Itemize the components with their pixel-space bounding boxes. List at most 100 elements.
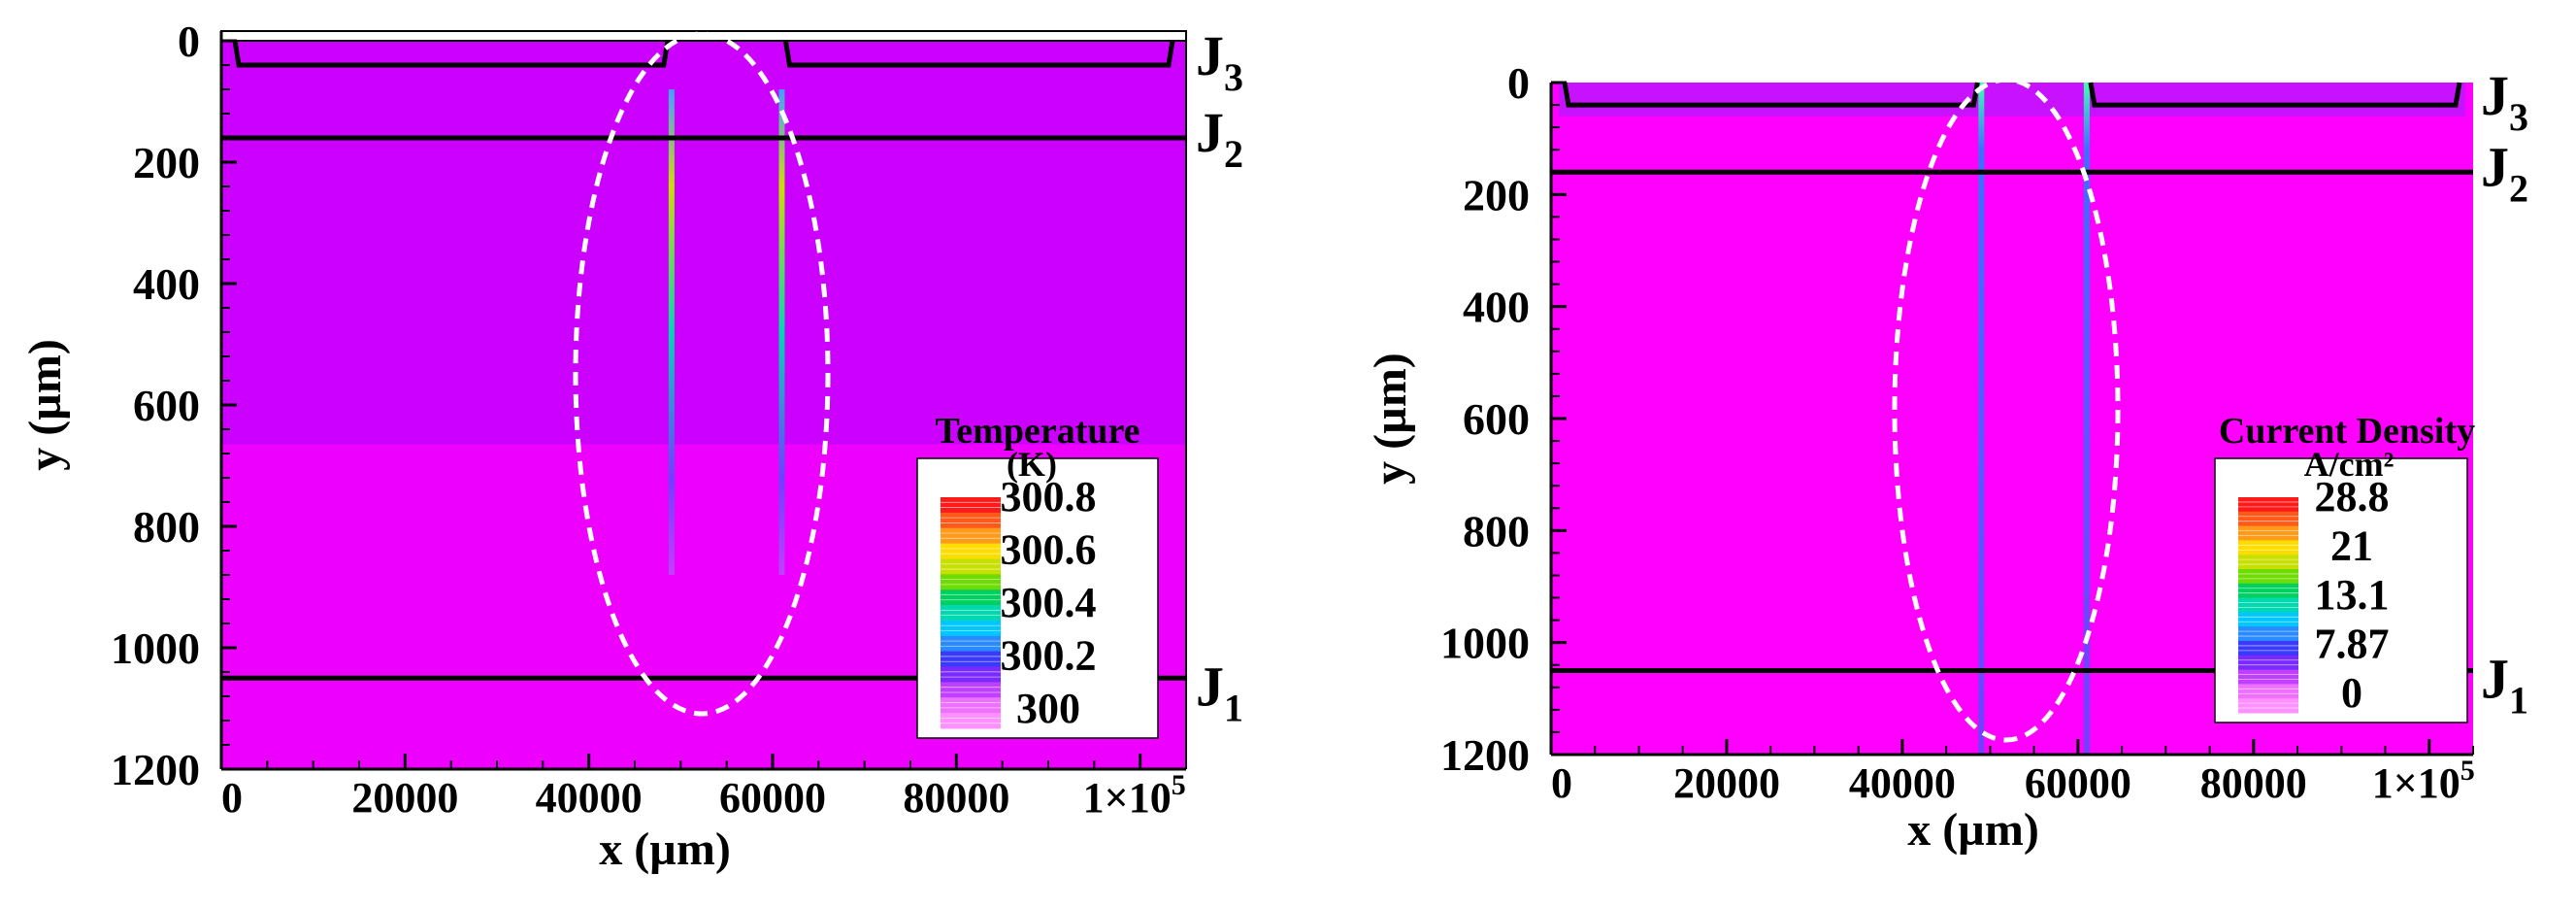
legend-level-label: 300 [1016,685,1080,732]
y-axis-title: y (µm) [19,339,71,471]
junction-j3-left-segment [232,40,671,68]
highlight-ellipse [1892,77,2121,743]
legend-color-band [941,635,1001,653]
y-tick-label: 0 [178,17,200,66]
y-tick-label: 800 [133,502,200,552]
legend-level-label: 300.4 [1001,579,1097,626]
junction-letter: J [2481,135,2509,198]
x-tick-mantissa: 1×10 [2372,759,2460,807]
x-tick-label: 1×105 [2372,755,2475,807]
x-tick-label: 80000 [903,774,1009,822]
x-tick-mantissa: 1×10 [1083,774,1172,822]
x-tick-exponent: 5 [2460,755,2475,787]
trench-line-1 [668,89,675,575]
top-border [220,30,1187,42]
x-axis-title: x (µm) [599,824,731,875]
trench-line-2 [2083,83,2090,755]
legend-color-band [2238,525,2298,541]
y-tick-label: 0 [1507,58,1530,108]
highlight-ellipse [573,31,831,717]
legend-color-band [941,605,1001,622]
current-density-chart-panel: J3 J2 J1 0 200 400 600 800 1000 1200 0 20000 40000 60… [1291,0,2576,903]
legend-color-band [2238,698,2298,714]
y-tick-label: 400 [1463,283,1530,332]
legend-title: Current Density [2219,411,2475,452]
legend-color-band [2238,540,2298,555]
y-tick-label: 1200 [111,745,200,794]
legend-level-label: 7.87 [2315,621,2390,668]
legend-title: Temperature [935,411,1139,452]
legend-color-band [941,527,1001,545]
trench-line-1 [1978,83,1985,755]
junction-letter: J [2481,648,2509,711]
junction-label-j2: J2 [2481,135,2528,210]
junction-subscript: 2 [2509,166,2528,210]
x-tick-exponent: 5 [1172,769,1186,801]
x-tick-label: 0 [1551,759,1572,807]
x-axis-title: x (µm) [1907,804,2039,856]
y-tick-label: 1000 [111,623,200,673]
legend-color-band [941,497,1001,514]
junction-label-j2: J2 [1196,101,1243,176]
legend-level-label: 300.2 [1001,632,1097,680]
legend-color-band [2238,669,2298,685]
y-axis-title: y (µm) [1365,353,1416,485]
junction-label-j3: J3 [2481,64,2528,139]
junction-letter: J [1196,24,1224,87]
y-tick-label: 200 [133,138,200,187]
trench-line-2 [778,89,785,575]
x-tick-label: 80000 [2200,759,2307,807]
y-tick-label: 600 [133,381,200,430]
legend-unit: (K) [1007,445,1057,484]
legend-color-band [2238,511,2298,527]
junction-subscript: 3 [2509,95,2528,139]
y-tick-label: 400 [133,259,200,309]
legend-level-label: 28.8 [2315,473,2390,521]
x-tick-label: 0 [221,774,243,822]
legend-level-label: 21 [2330,522,2373,570]
x-tick-label: 1×105 [1083,769,1186,822]
surface-current-band [1559,83,2465,117]
legend-color-band [941,697,1001,714]
legend-color-band [2238,569,2298,585]
legend-color-band [941,512,1001,529]
y-tick-label: 600 [1463,394,1530,444]
temperature-chart-panel: J3 J2 J1 0 200 400 600 800 1000 1200 0 20000 40000 60… [0,0,1291,903]
junction-subscript: 1 [1224,686,1243,729]
y-tick-label: 800 [1463,506,1530,555]
junction-subscript: 1 [2509,679,2528,723]
color-legend: Temperature(K)300.8 300.6 300.4 300.2 300 [916,411,1159,739]
junction-letter: J [1196,101,1224,164]
junction-j3-left-segment [1562,82,1980,108]
legend-level-label: 300.6 [1001,526,1097,574]
junction-j3-right-segment [782,40,1175,68]
legend-color-band [941,682,1001,698]
legend-color-band [2238,583,2298,599]
x-tick-label: 60000 [2025,759,2131,807]
y-tick-label: 1200 [1440,730,1530,780]
legend-level-label: 13.1 [2315,571,2390,619]
junction-letter: J [1196,655,1224,718]
legend-color-band [941,558,1001,575]
junction-label-j3: J3 [1196,24,1243,99]
legend-color-band [2238,497,2298,513]
junction-subscript: 3 [1224,55,1243,99]
y-tick-label: 1000 [1440,619,1530,668]
legend-color-band [941,713,1001,729]
legend-color-band [2238,555,2298,570]
x-tick-label: 20000 [351,774,458,822]
legend-unit: A/cm² [2304,445,2394,484]
x-tick-label: 20000 [1673,759,1780,807]
junction-j3-right-segment [2088,82,2462,108]
legend-color-band [941,543,1001,559]
y-tick-label: 200 [1463,170,1530,219]
legend-color-band [941,666,1001,683]
legend-color-band [2238,626,2298,642]
legend-color-band [941,574,1001,590]
junction-subscript: 2 [1224,132,1243,176]
legend-color-band [2238,655,2298,671]
legend-level-label: 0 [2341,669,2362,717]
x-tick-label: 40000 [536,774,643,822]
